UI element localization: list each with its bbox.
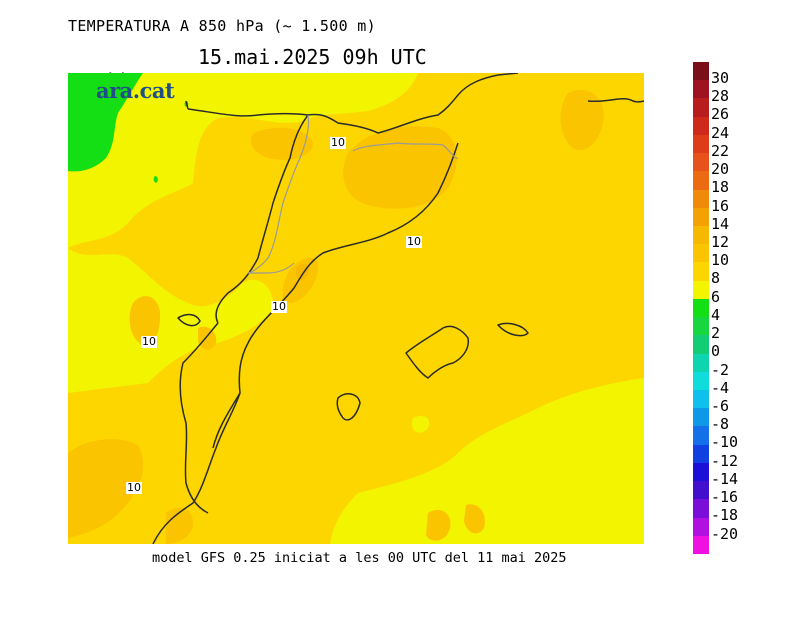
field-10-12-north-b [343, 126, 457, 209]
colorbar-segment [693, 462, 709, 482]
coastline-valencia [212, 392, 241, 449]
colorbar-tick-label: -18 [711, 506, 739, 525]
colorbar-segment [693, 298, 709, 318]
colorbar-tick-label: 26 [711, 105, 730, 124]
colorbar-segment [693, 280, 709, 300]
colorbar-segment [693, 171, 709, 191]
temperature-map [68, 73, 644, 544]
colorbar-segment [693, 189, 709, 209]
border-pyrenees [215, 114, 309, 324]
contour-label: 10 [126, 481, 142, 494]
colorbar-segment [693, 317, 709, 336]
colorbar-tick-label: 14 [711, 214, 730, 233]
border-west [185, 100, 189, 110]
colorbar-tick-label: 2 [711, 324, 721, 343]
colorbar-tick-label: 30 [711, 69, 730, 87]
island-mallorca [405, 325, 470, 379]
field-10-12-south-c [464, 504, 485, 534]
colorbar-tick-label: -16 [711, 488, 739, 507]
colorbar-segment [693, 390, 709, 409]
model-info: model GFS 0.25 iniciat a les 00 UTC del … [152, 550, 567, 566]
field-10-12-west-b [198, 326, 217, 350]
field-4-6-northwest [68, 73, 143, 172]
colorbar-segment [693, 481, 709, 500]
colorbar-segment [693, 535, 709, 555]
colorbar-segment [693, 444, 709, 464]
field-10-12-southwest [68, 439, 144, 538]
colorbar-segment [693, 98, 709, 118]
colorbar-segment [693, 116, 709, 136]
colorbar-tick-label: 6 [711, 287, 721, 306]
colorbar-segment [693, 153, 709, 172]
contour-label: 10 [271, 300, 287, 313]
border-aragon [179, 322, 219, 514]
chart-title: TEMPERATURA A 850 hPa (~ 1.500 m) [68, 17, 376, 35]
coastline-ne [587, 98, 644, 103]
colorbar-segment [693, 134, 709, 154]
colorbar-tick-label: -12 [711, 451, 739, 470]
field-10-12-west-a [129, 296, 161, 346]
colorbar-tick-label: -8 [711, 415, 730, 434]
colorbar-tick-label: -6 [711, 397, 730, 415]
colorbar-tick-label: -4 [711, 378, 730, 397]
colorbar-tick-label: 20 [711, 160, 730, 179]
field-10-12-south-b [426, 509, 451, 541]
colorbar-tick-label: 0 [711, 342, 721, 361]
ara-cat-logo: ara.cat [96, 78, 175, 103]
colorbar-segment [693, 226, 709, 245]
colorbar-tick-label: 8 [711, 269, 721, 288]
forecast-datetime: 15.mai.2025 09h UTC [198, 45, 427, 69]
colorbar-tick-label: 22 [711, 141, 730, 160]
contour-label: 10 [330, 136, 346, 149]
border-internal [247, 114, 459, 274]
coastline-france [187, 73, 519, 134]
field-6-8-pocket [411, 416, 430, 433]
colorbar-tick-label: -10 [711, 433, 739, 452]
colorbar-tick-label: 18 [711, 178, 730, 197]
colorbar-segment [693, 62, 709, 81]
colorbar-segment [693, 207, 709, 227]
colorbar-tick-label: 10 [711, 251, 730, 270]
colorbar-segment [693, 371, 709, 391]
colorbar-segment [693, 80, 709, 99]
field-6-8-southeast [330, 378, 644, 544]
field-10-12-north-a [250, 127, 313, 160]
field-4-6-dot [153, 176, 158, 183]
colorbar-segment [693, 353, 709, 373]
colorbar-tick-label: -14 [711, 469, 739, 488]
colorbar-segment [693, 517, 709, 537]
colorbar-segment [693, 335, 709, 355]
colorbar-tick-label: 28 [711, 87, 730, 106]
field-10-12-ne [560, 89, 604, 151]
field-6-8-west [68, 248, 273, 393]
colorbar [693, 62, 709, 555]
colorbar-segment [693, 244, 709, 263]
island-menorca [497, 322, 529, 337]
island-ibiza [336, 393, 361, 421]
field-12-14-coast [296, 263, 310, 280]
colorbar-tick-label: -20 [711, 524, 739, 543]
border-west-2 [177, 313, 201, 327]
colorbar-tick-label: -2 [711, 360, 730, 379]
colorbar-segment [693, 499, 709, 519]
contour-label: 10 [141, 335, 157, 348]
colorbar-tick-label: 16 [711, 196, 730, 215]
colorbar-segment [693, 408, 709, 427]
colorbar-tick-label: 24 [711, 123, 730, 142]
field-6-8-north [68, 73, 418, 248]
colorbar-segment [693, 262, 709, 282]
colorbar-tick-label: 12 [711, 233, 730, 251]
colorbar-tick-label: 4 [711, 305, 721, 324]
field-10-12-south-a [166, 507, 193, 544]
contour-label: 10 [406, 235, 422, 248]
colorbar-segment [693, 426, 709, 446]
